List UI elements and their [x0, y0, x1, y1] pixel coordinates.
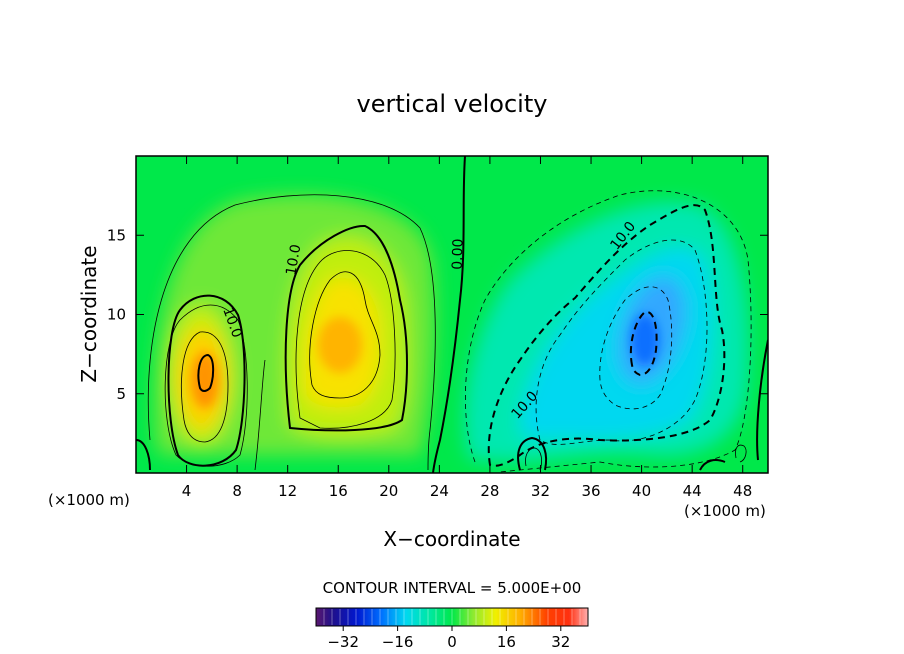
y-tick-label: 10	[107, 306, 126, 324]
velocity-field	[136, 156, 768, 473]
x-tick-label: 12	[278, 482, 297, 500]
chart-title: vertical velocity	[357, 90, 548, 118]
contours-positive-thin	[147, 194, 747, 471]
colorbar-tick-label: 0	[447, 633, 457, 651]
colorbar-tick-label: 16	[497, 633, 516, 651]
contour-label: 10.0	[283, 243, 304, 276]
y-axis: 5 10 15	[107, 226, 768, 403]
contour-interval-label: CONTOUR INTERVAL = 5.000E+00	[323, 579, 582, 597]
x-tick-label: 24	[430, 482, 449, 500]
colorbar-tick-label: −16	[382, 633, 414, 651]
x-tick-label: 32	[531, 482, 550, 500]
colorbar-ticks: −32 −16 0 16 32	[327, 626, 570, 651]
central-updraft-core	[318, 317, 362, 373]
x-tick-label: 40	[632, 482, 651, 500]
x-tick-label: 4	[182, 482, 192, 500]
y-axis-label: Z−coordinate	[77, 245, 101, 382]
x-tick-label: 16	[329, 482, 348, 500]
x-unit-left: (×1000 m)	[48, 491, 130, 509]
colorbar-stripes	[323, 609, 581, 625]
x-axis: 4 8 12 16 20 24 28 32 36 40 44 48	[182, 156, 752, 500]
x-tick-label: 20	[379, 482, 398, 500]
y-tick-label: 15	[107, 226, 126, 244]
downdraft-peak	[631, 314, 659, 366]
x-tick-label: 48	[733, 482, 752, 500]
colorbar-tick-label: 32	[551, 633, 570, 651]
x-axis-label: X−coordinate	[383, 527, 520, 551]
x-tick-label: 28	[480, 482, 499, 500]
y-tick-label: 5	[116, 385, 126, 403]
colorbar-tick-label: −32	[327, 633, 359, 651]
x-unit-right: (×1000 m)	[684, 502, 766, 520]
x-tick-label: 8	[232, 482, 242, 500]
x-tick-label: 44	[683, 482, 702, 500]
contours-positive-thick	[136, 224, 768, 471]
contour-label: 0.00	[450, 238, 467, 270]
west-updraft-core	[191, 352, 219, 408]
x-tick-label: 36	[581, 482, 600, 500]
contours-negative-thick	[487, 204, 726, 467]
contour-zero	[432, 156, 466, 473]
